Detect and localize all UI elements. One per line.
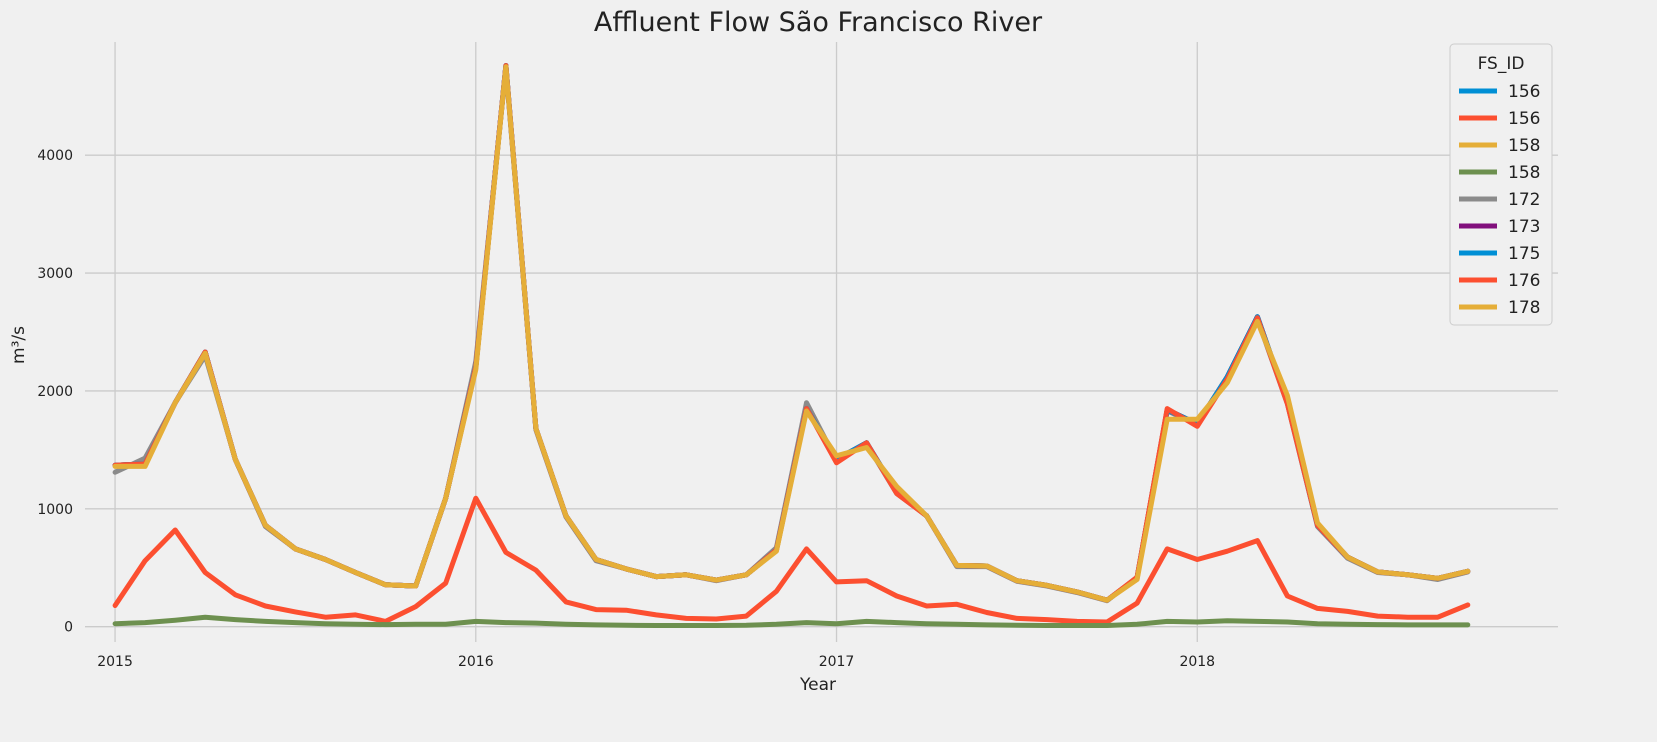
x-tick-label: 2018: [1179, 654, 1215, 670]
y-tick-label: 4000: [37, 148, 73, 164]
chart-title: Affluent Flow São Francisco River: [594, 7, 1043, 38]
legend-entry-label: 176: [1508, 271, 1540, 291]
legend-entry-label: 178: [1508, 298, 1540, 318]
legend: FS_ID 156 156 158 158 172 173 175 176 178: [1449, 43, 1553, 326]
y-tick-labels: 0 1000 2000 3000 4000: [37, 148, 73, 636]
legend-entry-label: 156: [1508, 82, 1540, 102]
legend-entry-label: 175: [1508, 244, 1540, 264]
legend-title: FS_ID: [1478, 54, 1525, 74]
legend-entry-label: 172: [1508, 190, 1540, 210]
grid-lines: [85, 42, 1558, 642]
legend-items: 156 156 158 158 172 173 175 176 178: [1459, 82, 1540, 318]
series-line-3: [112, 614, 1471, 628]
y-tick-label: 2000: [37, 384, 73, 400]
legend-entry-label: 158: [1508, 136, 1540, 156]
x-tick-label: 2017: [819, 654, 855, 670]
x-axis-label: Year: [799, 675, 836, 695]
series-line-1: [112, 495, 1471, 625]
x-tick-label: 2016: [458, 654, 494, 670]
legend-entry-label: 173: [1508, 217, 1540, 237]
y-tick-label: 1000: [37, 502, 73, 518]
series-lines: [112, 63, 1471, 628]
y-tick-label: 3000: [37, 266, 73, 282]
y-axis-label: m³/s: [9, 326, 29, 364]
legend-entry-label: 158: [1508, 163, 1540, 183]
legend-entry-label: 156: [1508, 109, 1540, 129]
x-tick-labels: 2015 2016 2017 2018: [97, 654, 1215, 670]
x-tick-label: 2015: [97, 654, 133, 670]
y-tick-label: 0: [64, 620, 73, 636]
series-line-8: [112, 64, 1471, 603]
